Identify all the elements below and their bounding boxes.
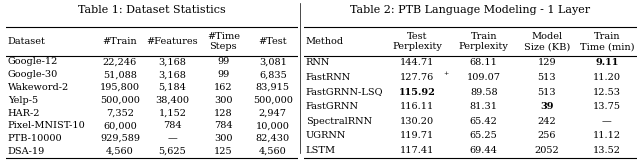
Text: HAR-2: HAR-2 <box>8 109 40 118</box>
Text: 9.11: 9.11 <box>595 58 618 67</box>
Text: FastGRNN: FastGRNN <box>306 102 358 111</box>
Text: 65.25: 65.25 <box>470 131 497 140</box>
Text: 81.31: 81.31 <box>470 102 498 111</box>
Text: 119.71: 119.71 <box>400 131 435 140</box>
Text: Table 2: PTB Language Modeling - 1 Layer: Table 2: PTB Language Modeling - 1 Layer <box>350 5 591 15</box>
Text: Dataset: Dataset <box>8 37 45 46</box>
Text: 6,835: 6,835 <box>259 70 287 79</box>
Text: 300: 300 <box>214 134 232 143</box>
Text: 65.42: 65.42 <box>470 117 498 126</box>
Text: 256: 256 <box>538 131 556 140</box>
Text: 242: 242 <box>538 117 556 126</box>
Text: 115.92: 115.92 <box>399 88 436 97</box>
Text: 10,000: 10,000 <box>256 121 290 130</box>
Text: 1,152: 1,152 <box>158 109 186 118</box>
Text: 2,947: 2,947 <box>259 109 287 118</box>
Text: 83,915: 83,915 <box>256 83 290 92</box>
Text: 2052: 2052 <box>534 146 559 155</box>
Text: —: — <box>602 117 612 126</box>
Text: 51,088: 51,088 <box>103 70 137 79</box>
Text: RNN: RNN <box>306 58 330 67</box>
Text: 109.07: 109.07 <box>467 73 500 82</box>
Text: 128: 128 <box>214 109 233 118</box>
Text: PTB-10000: PTB-10000 <box>8 134 63 143</box>
Text: 99: 99 <box>217 57 230 66</box>
Text: 513: 513 <box>538 88 556 97</box>
Text: 39: 39 <box>540 102 554 111</box>
Text: 99: 99 <box>217 70 230 79</box>
Text: 69.44: 69.44 <box>470 146 498 155</box>
Text: 127.76: 127.76 <box>400 73 435 82</box>
Text: 784: 784 <box>214 121 233 130</box>
Text: 60,000: 60,000 <box>103 121 137 130</box>
Text: Google-12: Google-12 <box>8 57 58 66</box>
Text: SpectralRNN: SpectralRNN <box>306 117 372 126</box>
Text: 116.11: 116.11 <box>400 102 435 111</box>
Text: 13.52: 13.52 <box>593 146 621 155</box>
Text: 12.53: 12.53 <box>593 88 621 97</box>
Text: Train
Perplexity: Train Perplexity <box>459 32 509 51</box>
Text: Yelp-5: Yelp-5 <box>8 96 38 105</box>
Text: 784: 784 <box>163 121 182 130</box>
Text: 130.20: 130.20 <box>400 117 434 126</box>
Text: FastRNN: FastRNN <box>306 73 351 82</box>
Text: Table 1: Dataset Statistics: Table 1: Dataset Statistics <box>78 5 226 15</box>
Text: Test
Perplexity: Test Perplexity <box>392 32 442 51</box>
Text: +: + <box>443 71 449 76</box>
Text: 162: 162 <box>214 83 233 92</box>
Text: 195,800: 195,800 <box>100 83 140 92</box>
Text: Method: Method <box>306 37 344 46</box>
Text: 68.11: 68.11 <box>470 58 498 67</box>
Text: 11.20: 11.20 <box>593 73 621 82</box>
Text: 500,000: 500,000 <box>253 96 292 105</box>
Text: Model
Size (KB): Model Size (KB) <box>524 32 570 51</box>
Text: 513: 513 <box>538 73 556 82</box>
Text: 929,589: 929,589 <box>100 134 140 143</box>
Text: 300: 300 <box>214 96 232 105</box>
Text: 5,625: 5,625 <box>159 147 186 156</box>
Text: 3,168: 3,168 <box>159 70 186 79</box>
Text: FastGRNN-LSQ: FastGRNN-LSQ <box>306 88 383 97</box>
Text: 5,184: 5,184 <box>159 83 186 92</box>
Text: #Features: #Features <box>147 37 198 46</box>
Text: UGRNN: UGRNN <box>306 131 346 140</box>
Text: 4,560: 4,560 <box>106 147 134 156</box>
Text: Google-30: Google-30 <box>8 70 58 79</box>
Text: #Test: #Test <box>259 37 287 46</box>
Text: #Time
Steps: #Time Steps <box>207 32 240 51</box>
Text: Wakeword-2: Wakeword-2 <box>8 83 69 92</box>
Text: 22,246: 22,246 <box>103 57 137 66</box>
Text: 3,168: 3,168 <box>159 57 186 66</box>
Text: 117.41: 117.41 <box>400 146 435 155</box>
Text: LSTM: LSTM <box>306 146 336 155</box>
Text: 7,352: 7,352 <box>106 109 134 118</box>
Text: 13.75: 13.75 <box>593 102 621 111</box>
Text: 89.58: 89.58 <box>470 88 497 97</box>
Text: DSA-19: DSA-19 <box>8 147 45 156</box>
Text: 38,400: 38,400 <box>156 96 189 105</box>
Text: Train
Time (min): Train Time (min) <box>580 32 634 51</box>
Text: —: — <box>168 134 177 143</box>
Text: 82,430: 82,430 <box>256 134 290 143</box>
Text: #Train: #Train <box>102 37 138 46</box>
Text: 3,081: 3,081 <box>259 57 287 66</box>
Text: 4,560: 4,560 <box>259 147 287 156</box>
Text: 129: 129 <box>538 58 556 67</box>
Text: 144.71: 144.71 <box>400 58 435 67</box>
Text: 500,000: 500,000 <box>100 96 140 105</box>
Text: 11.12: 11.12 <box>593 131 621 140</box>
Text: Pixel-MNIST-10: Pixel-MNIST-10 <box>8 121 86 130</box>
Text: 125: 125 <box>214 147 233 156</box>
